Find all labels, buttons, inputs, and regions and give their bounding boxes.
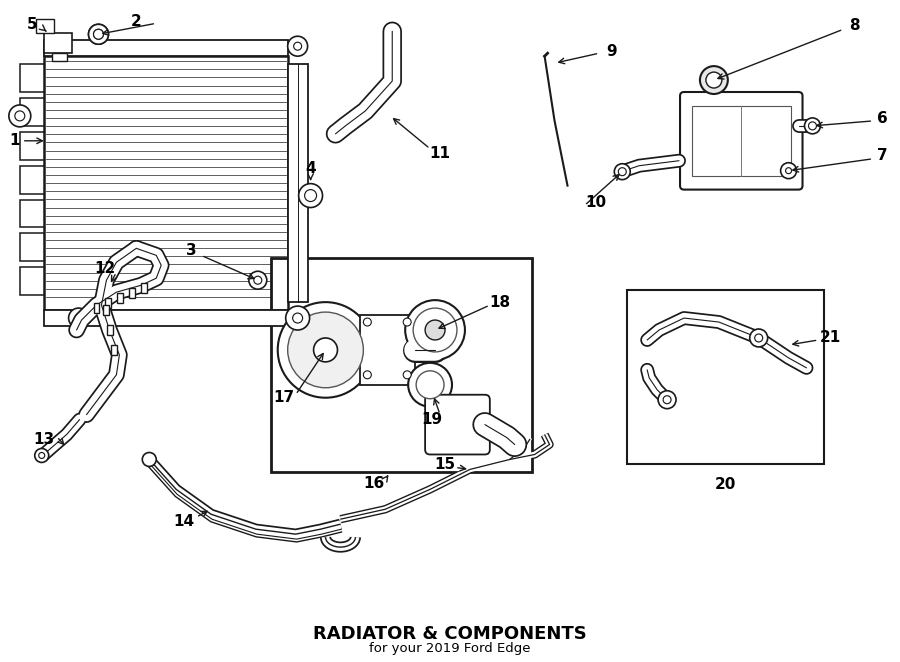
Bar <box>20 132 44 160</box>
Text: 15: 15 <box>435 457 455 472</box>
Bar <box>20 199 44 228</box>
Bar <box>107 325 113 335</box>
Bar <box>130 288 135 298</box>
Bar <box>51 53 67 61</box>
Circle shape <box>755 334 762 342</box>
FancyBboxPatch shape <box>425 395 490 455</box>
Bar <box>20 234 44 261</box>
Circle shape <box>68 308 88 328</box>
Circle shape <box>288 36 308 56</box>
Bar <box>692 106 790 175</box>
Text: 10: 10 <box>585 195 606 210</box>
Bar <box>360 315 415 385</box>
Bar <box>44 33 72 53</box>
Circle shape <box>403 318 411 326</box>
Bar <box>44 40 288 56</box>
Text: 19: 19 <box>421 412 443 427</box>
Circle shape <box>805 118 821 134</box>
Text: 17: 17 <box>273 390 294 405</box>
Circle shape <box>14 111 25 121</box>
Circle shape <box>409 363 452 406</box>
Circle shape <box>405 300 465 360</box>
Text: 2: 2 <box>130 14 141 29</box>
Bar <box>105 298 112 308</box>
Bar <box>20 64 44 92</box>
Circle shape <box>658 391 676 408</box>
Circle shape <box>254 276 262 284</box>
Bar <box>271 258 532 473</box>
Circle shape <box>142 453 157 467</box>
Circle shape <box>293 42 302 50</box>
Circle shape <box>88 24 108 44</box>
Bar <box>20 267 44 295</box>
Text: 20: 20 <box>716 477 736 492</box>
Circle shape <box>780 163 796 179</box>
Circle shape <box>700 66 728 94</box>
Circle shape <box>35 448 49 463</box>
Text: 16: 16 <box>364 476 385 491</box>
Circle shape <box>288 312 364 388</box>
Circle shape <box>285 306 310 330</box>
Text: 14: 14 <box>174 514 194 529</box>
Circle shape <box>299 183 322 207</box>
Circle shape <box>292 313 302 323</box>
Text: for your 2019 Ford Edge: for your 2019 Ford Edge <box>369 642 531 655</box>
Circle shape <box>278 302 374 398</box>
Circle shape <box>94 29 104 39</box>
Circle shape <box>88 24 108 44</box>
Circle shape <box>425 320 445 340</box>
Circle shape <box>94 29 104 39</box>
Bar <box>36 19 54 33</box>
Text: 4: 4 <box>305 161 316 176</box>
Circle shape <box>304 189 317 201</box>
Circle shape <box>750 329 768 347</box>
Circle shape <box>9 105 31 127</box>
Text: 7: 7 <box>877 148 887 164</box>
Circle shape <box>808 122 816 130</box>
Circle shape <box>313 338 338 362</box>
Text: 11: 11 <box>429 146 451 162</box>
Text: 1: 1 <box>10 133 20 148</box>
Circle shape <box>248 271 266 289</box>
Circle shape <box>663 396 671 404</box>
Text: 21: 21 <box>820 330 841 346</box>
Text: 5: 5 <box>26 17 37 32</box>
Bar <box>104 305 110 315</box>
Circle shape <box>615 164 630 179</box>
Text: 12: 12 <box>94 261 115 276</box>
Bar <box>117 293 123 303</box>
Bar <box>94 303 100 313</box>
Circle shape <box>403 371 411 379</box>
Text: RADIATOR & COMPONENTS: RADIATOR & COMPONENTS <box>313 625 587 643</box>
Circle shape <box>364 318 372 326</box>
Text: 9: 9 <box>606 44 616 59</box>
Bar <box>112 345 117 355</box>
Bar <box>141 283 148 293</box>
Circle shape <box>413 308 457 352</box>
Circle shape <box>786 167 792 173</box>
Text: 3: 3 <box>185 243 196 258</box>
Text: 8: 8 <box>849 18 859 33</box>
Circle shape <box>416 371 444 399</box>
Bar <box>288 64 308 302</box>
Text: 18: 18 <box>490 295 510 310</box>
Text: 13: 13 <box>33 432 54 447</box>
Bar <box>20 166 44 193</box>
Circle shape <box>364 371 372 379</box>
Circle shape <box>39 453 45 459</box>
Bar <box>44 310 288 326</box>
Bar <box>44 56 288 310</box>
Bar <box>20 98 44 126</box>
Circle shape <box>706 72 722 88</box>
Bar <box>627 290 824 465</box>
Circle shape <box>618 167 626 175</box>
FancyBboxPatch shape <box>680 92 803 189</box>
Text: 6: 6 <box>877 111 887 126</box>
